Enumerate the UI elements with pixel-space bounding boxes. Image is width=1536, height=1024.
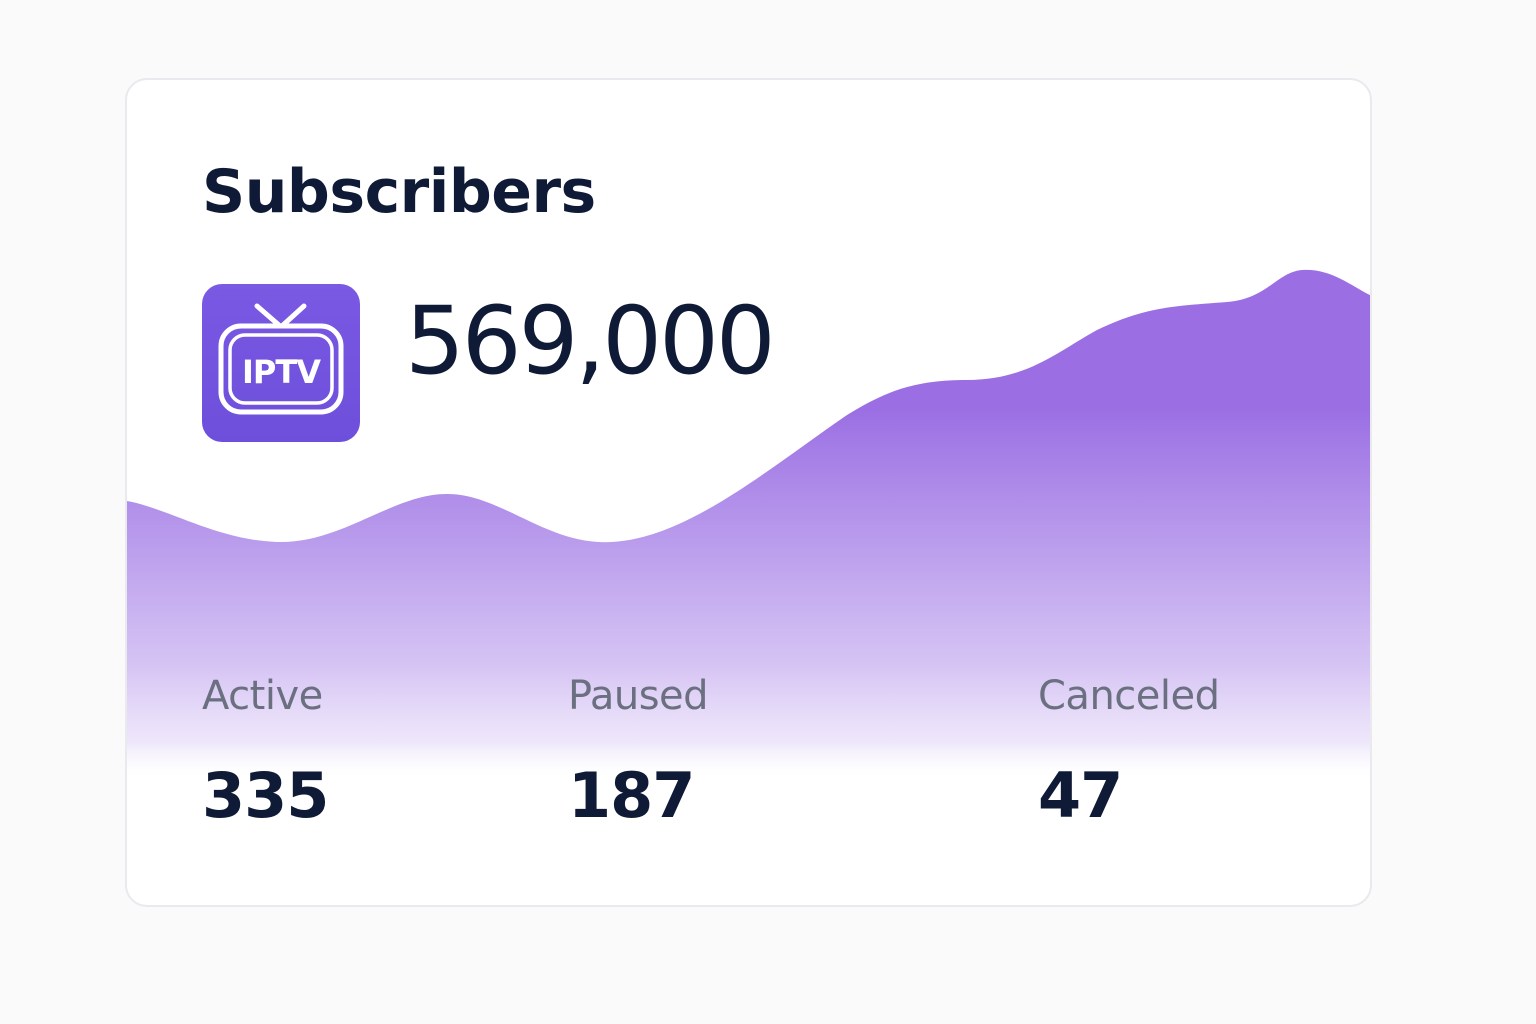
app-icon-label: IPTV [242, 353, 321, 391]
tv-icon [218, 303, 344, 415]
total-subscribers-value: 569,000 [405, 287, 776, 396]
stat-value-canceled: 47 [1038, 759, 1123, 832]
stat-value-active: 335 [202, 759, 329, 832]
subscriber-trend-area-chart [127, 269, 1370, 905]
stat-active: Active 335 [202, 672, 329, 832]
stat-value-paused: 187 [568, 759, 695, 832]
stat-label-active: Active [202, 673, 323, 719]
stat-label-paused: Paused [568, 673, 709, 719]
iptv-app-icon: IPTV [202, 284, 360, 442]
stat-label-canceled: Canceled [1038, 673, 1220, 719]
stat-paused: Paused 187 [568, 672, 709, 832]
trend-area-fill [127, 269, 1370, 905]
subscribers-card: Subscribers IPTV 569,000 Active 335 Paus… [125, 78, 1372, 907]
stat-canceled: Canceled 47 [1038, 672, 1220, 830]
card-title: Subscribers [202, 157, 596, 227]
